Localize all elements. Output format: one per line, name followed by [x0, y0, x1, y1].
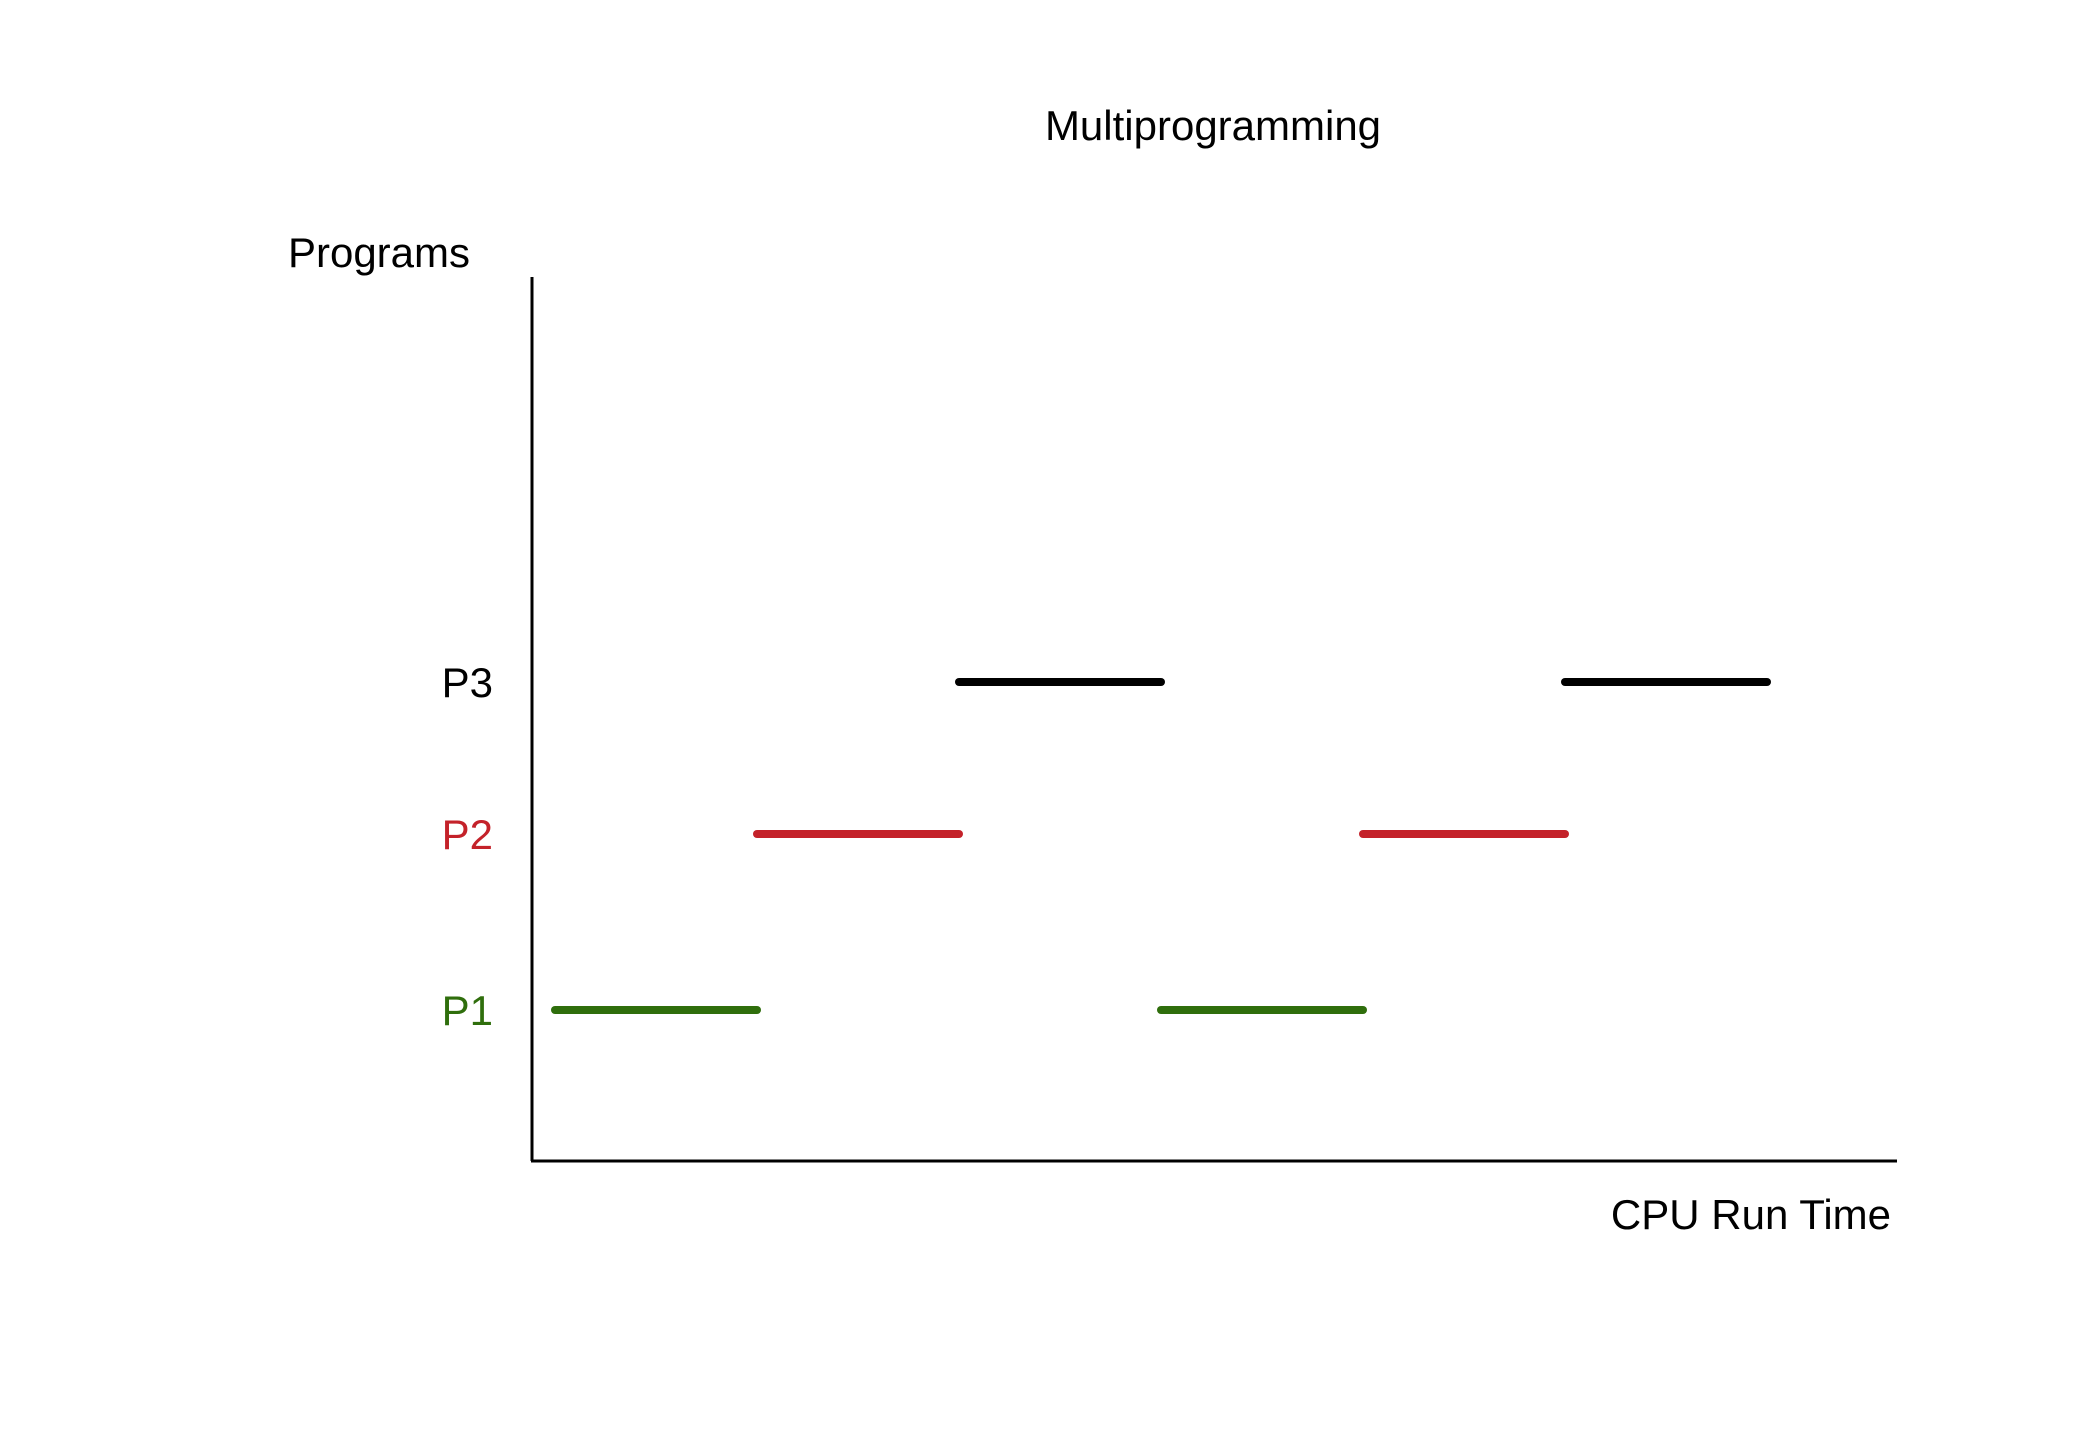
program-segments [551, 678, 1771, 1014]
x-axis-label: CPU Run Time [1611, 1191, 1891, 1238]
tick-label-p3: P3 [442, 659, 493, 706]
tick-label-p1: P1 [442, 987, 493, 1034]
chart-title: Multiprogramming [1045, 102, 1381, 149]
program-tick-labels: P1 P2 P3 [442, 659, 493, 1034]
tick-label-p2: P2 [442, 811, 493, 858]
y-axis-label: Programs [288, 229, 470, 276]
